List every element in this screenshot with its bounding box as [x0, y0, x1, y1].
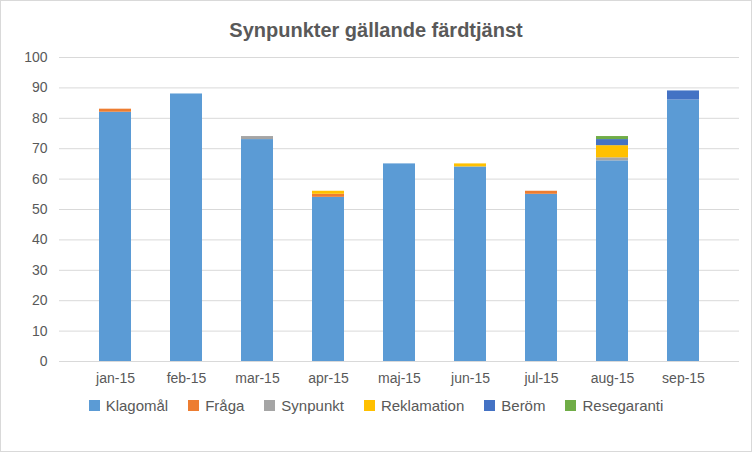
svg-text:0: 0	[40, 353, 48, 369]
html-text:Beröm: Beröm	[501, 397, 546, 414]
svg-text:10: 10	[32, 323, 48, 339]
svg-text:sep-15: sep-15	[662, 370, 705, 386]
svg-text:100: 100	[24, 49, 48, 65]
svg-text:jul-15: jul-15	[523, 370, 558, 386]
svg-text:aug-15: aug-15	[591, 370, 635, 386]
svg-text:90: 90	[32, 79, 48, 95]
svg-text:20: 20	[32, 292, 48, 308]
svg-text:apr-15: apr-15	[308, 370, 349, 386]
svg-text:mar-15: mar-15	[235, 370, 280, 386]
html-text:Resegaranti: Resegaranti	[582, 397, 664, 414]
svg-text:80: 80	[32, 110, 48, 126]
svg-text:40: 40	[32, 231, 48, 247]
html-text:Fråga: Fråga	[205, 397, 245, 414]
svg-text:jan-15: jan-15	[95, 370, 135, 386]
html-text:Reklamation: Reklamation	[380, 397, 465, 414]
html-text:Klagomål: Klagomål	[105, 397, 169, 414]
svg-text:feb-15: feb-15	[167, 370, 207, 386]
html-text:Synpunkt: Synpunkt	[281, 397, 344, 414]
html-text:Synpunkter gällande färdtjänst: Synpunkter gällande färdtjänst	[229, 19, 523, 41]
svg-text:maj-15: maj-15	[378, 370, 421, 386]
svg-text:60: 60	[32, 171, 48, 187]
svg-text:70: 70	[32, 140, 48, 156]
svg-text:jun-15: jun-15	[450, 370, 490, 386]
svg-text:50: 50	[32, 201, 48, 217]
svg-text:30: 30	[32, 262, 48, 278]
